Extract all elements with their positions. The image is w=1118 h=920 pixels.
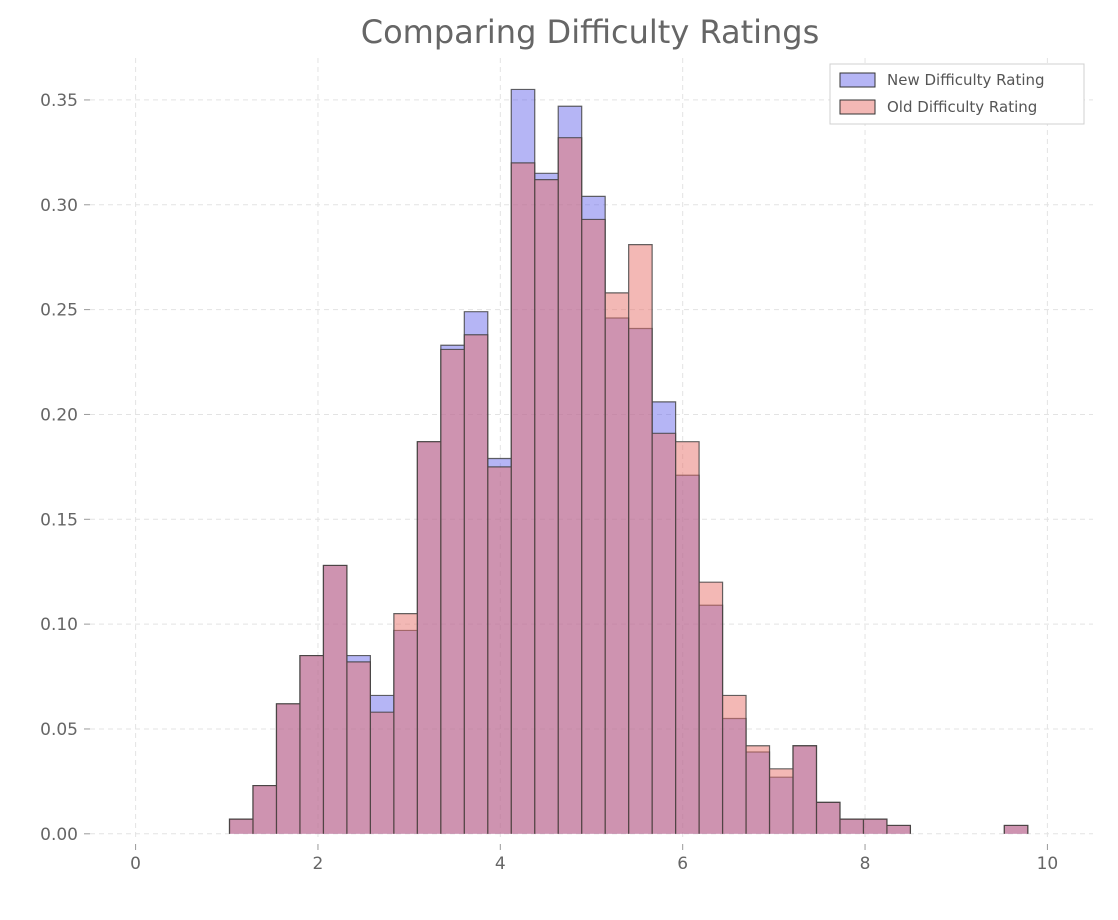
histogram-bar <box>769 768 794 834</box>
x-tick-label: 8 <box>860 854 871 874</box>
histogram-bar <box>816 802 840 834</box>
histogram-bar <box>464 334 488 834</box>
y-tick-label: 0.15 <box>40 510 78 530</box>
histogram-bar <box>652 433 676 834</box>
y-tick-label: 0.30 <box>40 196 78 216</box>
histogram-bar <box>863 819 887 834</box>
x-tick-label: 0 <box>130 854 141 874</box>
histogram-bar <box>346 661 371 834</box>
histogram-bar <box>276 703 300 834</box>
histogram-bar <box>440 349 465 834</box>
histogram-bar <box>417 441 441 834</box>
histogram-outline <box>228 137 1029 834</box>
x-tick-label: 6 <box>677 854 688 874</box>
x-tick-label: 4 <box>495 854 506 874</box>
histogram-bar <box>1004 825 1028 834</box>
histogram-bar <box>839 819 864 834</box>
histogram-bar <box>628 244 653 834</box>
histogram-bar <box>605 292 629 834</box>
legend-swatch-new <box>839 72 876 88</box>
histogram-bar <box>675 441 700 834</box>
histogram-bar <box>722 695 747 834</box>
legend-label-old: Old Difficulty Rating <box>887 98 1037 116</box>
grid-layer <box>90 58 1093 838</box>
histogram-bar <box>581 219 606 834</box>
histogram-bar <box>323 565 347 834</box>
histogram-bar <box>299 655 324 834</box>
histogram-bar <box>487 466 512 834</box>
x-tick-label: 2 <box>313 854 324 874</box>
histogram-bar <box>793 745 817 834</box>
chart-title: Comparing Difficulty Ratings <box>361 13 820 51</box>
histogram-bar <box>534 179 559 834</box>
histogram-bar <box>886 825 911 834</box>
histogram-bar <box>252 785 277 834</box>
histogram-bar <box>558 137 582 834</box>
x-tick-label: 10 <box>1037 854 1059 874</box>
histogram-bar <box>699 582 723 834</box>
y-tick-label: 0.05 <box>40 720 78 740</box>
legend-label-new: New Difficulty Rating <box>887 71 1045 89</box>
histogram-bar <box>393 613 418 834</box>
bars-layer <box>228 88 1029 834</box>
histogram-bar <box>746 745 770 834</box>
histogram-bar <box>511 162 535 834</box>
y-tick-label: 0.25 <box>40 301 78 321</box>
series-old <box>228 137 1029 834</box>
legend: New Difficulty Rating Old Difficulty Rat… <box>829 63 1085 125</box>
histogram-bar <box>370 712 394 834</box>
y-tick-label: 0.10 <box>40 615 78 635</box>
y-tick-label: 0.00 <box>40 825 78 845</box>
axes-layer: 0.00 0.05 0.10 0.15 0.20 0.25 0.30 0.35 0 2 4 6 8 10 <box>40 91 1058 874</box>
histogram-bar <box>229 819 253 834</box>
y-tick-label: 0.35 <box>40 91 78 111</box>
legend-swatch-old <box>839 99 876 115</box>
y-tick-label: 0.20 <box>40 405 78 425</box>
